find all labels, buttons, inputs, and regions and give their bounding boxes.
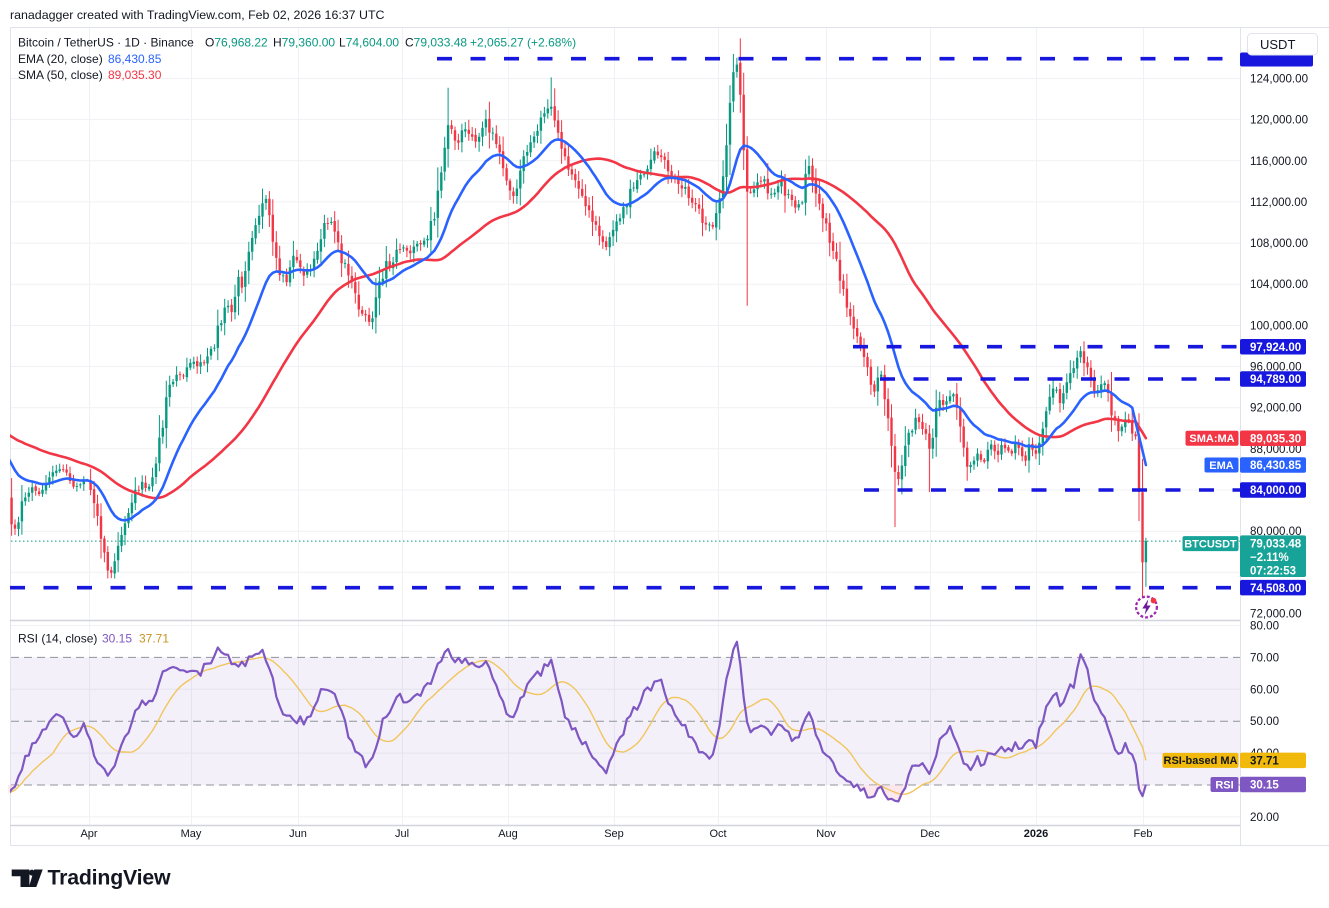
svg-text:RSI-based MA: RSI-based MA — [1164, 755, 1238, 767]
svg-text:Oct: Oct — [709, 828, 726, 840]
svg-text:80.00: 80.00 — [1250, 620, 1279, 633]
svg-text:Apr: Apr — [80, 828, 97, 840]
svg-text:74,508.00: 74,508.00 — [1250, 583, 1301, 595]
svg-text:Nov: Nov — [816, 828, 836, 840]
svg-text:79,033.48: 79,033.48 — [1250, 539, 1302, 551]
svg-text:EMA (20, close)86,430.85: EMA (20, close) 86,430.85 — [18, 52, 162, 66]
svg-text:86,430.85: 86,430.85 — [1250, 460, 1302, 472]
svg-text:BTCUSDT: BTCUSDT — [1184, 538, 1237, 550]
svg-text:84,000.00: 84,000.00 — [1250, 485, 1301, 497]
svg-text:Jul: Jul — [395, 828, 409, 840]
svg-text:RSI: RSI — [1215, 779, 1233, 791]
svg-text:May: May — [181, 828, 202, 840]
svg-text:20.00: 20.00 — [1250, 811, 1279, 824]
svg-text:104,000.00: 104,000.00 — [1250, 278, 1308, 291]
svg-text:−2.11%: −2.11% — [1250, 552, 1289, 564]
svg-text:124,000.00: 124,000.00 — [1250, 73, 1308, 86]
svg-text:37.71: 37.71 — [1250, 756, 1279, 768]
svg-text:100,000.00: 100,000.00 — [1250, 319, 1308, 332]
svg-text:70.00: 70.00 — [1250, 651, 1279, 664]
svg-text:96,000.00: 96,000.00 — [1250, 361, 1302, 374]
svg-text:120,000.00: 120,000.00 — [1250, 114, 1308, 127]
svg-text:Sep: Sep — [604, 828, 624, 840]
svg-text:89,035.30: 89,035.30 — [1250, 433, 1301, 445]
svg-text:Jun: Jun — [289, 828, 307, 840]
svg-text:30.15: 30.15 — [1250, 780, 1279, 792]
svg-text:88,000.00: 88,000.00 — [1250, 443, 1302, 456]
svg-text:EMA: EMA — [1209, 460, 1234, 472]
svg-text:60.00: 60.00 — [1250, 683, 1279, 696]
svg-text:97,924.00: 97,924.00 — [1250, 342, 1301, 354]
svg-text:SMA (50, close)89,035.30: SMA (50, close) 89,035.30 — [18, 68, 162, 82]
svg-text:108,000.00: 108,000.00 — [1250, 237, 1308, 250]
svg-text:50.00: 50.00 — [1250, 715, 1279, 728]
svg-text:92,000.00: 92,000.00 — [1250, 402, 1302, 415]
svg-text:ranadagger created with Tradin: ranadagger created with TradingView.com,… — [10, 8, 385, 22]
svg-text:USDT: USDT — [1260, 37, 1295, 52]
svg-text:72,000.00: 72,000.00 — [1250, 608, 1302, 621]
svg-text:94,789.00: 94,789.00 — [1250, 374, 1301, 386]
svg-text:80,000.00: 80,000.00 — [1250, 525, 1302, 538]
svg-text:TradingView: TradingView — [48, 866, 171, 890]
svg-text:Bitcoin / TetherUS · 1D · Bina: Bitcoin / TetherUS · 1D · Binance O76,968… — [18, 36, 576, 50]
svg-text:116,000.00: 116,000.00 — [1250, 155, 1307, 168]
svg-text:SMA:MA: SMA:MA — [1189, 433, 1234, 445]
svg-text:Aug: Aug — [498, 828, 518, 840]
svg-text:112,000.00: 112,000.00 — [1250, 196, 1307, 209]
svg-text:Dec: Dec — [920, 828, 940, 840]
svg-text:2026: 2026 — [1024, 828, 1048, 840]
svg-text:Feb: Feb — [1134, 828, 1153, 840]
svg-text:07:22:53: 07:22:53 — [1250, 566, 1296, 578]
